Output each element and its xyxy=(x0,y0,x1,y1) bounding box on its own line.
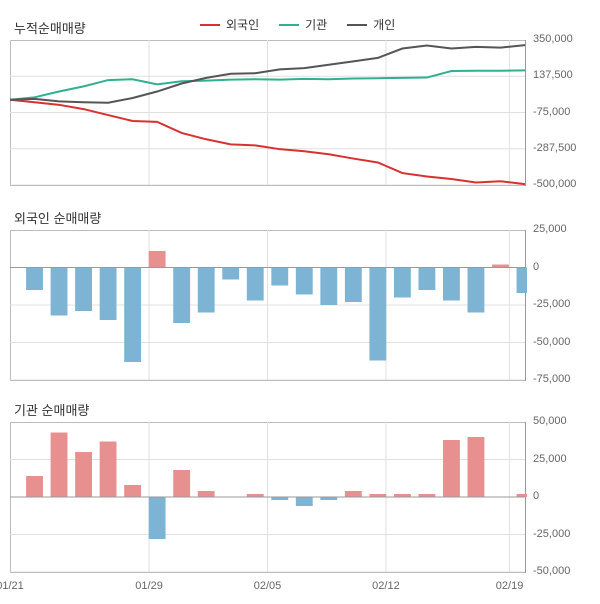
y-tick-label: 350,000 xyxy=(533,33,593,45)
chart2-title: 외국인 순매매량 xyxy=(14,208,101,227)
legend-label-individual: 개인 xyxy=(373,16,395,33)
x-tick-label: 01/21 xyxy=(0,580,30,592)
y-tick-label: 50,000 xyxy=(533,415,593,427)
y-tick-label: 0 xyxy=(533,490,593,502)
y-tick-label: 0 xyxy=(533,261,593,273)
x-tick-label: 02/19 xyxy=(490,580,530,592)
y-tick-label: -50,000 xyxy=(533,565,593,577)
y-tick-label: 25,000 xyxy=(533,453,593,465)
chart3-plot xyxy=(10,422,527,574)
chart3-title: 기관 순매매량 xyxy=(14,400,89,419)
legend-foreign: 외국인 xyxy=(200,16,259,33)
chart2-plot xyxy=(10,230,527,382)
chart1-legend: 외국인 기관 개인 xyxy=(200,16,395,33)
y-tick-label: 25,000 xyxy=(533,223,593,235)
chart-container: 누적순매매량 외국인 기관 개인 350,000 137,500 -75,000 -2… xyxy=(0,0,600,604)
x-tick-label: 02/12 xyxy=(366,580,406,592)
y-tick-label: 137,500 xyxy=(533,69,593,81)
x-tick-label: 02/05 xyxy=(248,580,288,592)
legend-swatch-individual xyxy=(347,24,367,26)
y-tick-label: -25,000 xyxy=(533,298,593,310)
chart1-plot xyxy=(10,40,527,187)
chart1-title: 누적순매매량 xyxy=(14,18,86,37)
legend-individual: 개인 xyxy=(347,16,395,33)
y-tick-label: -287,500 xyxy=(533,142,593,154)
y-tick-label: -50,000 xyxy=(533,336,593,348)
legend-swatch-foreign xyxy=(200,24,220,26)
y-tick-label: -75,000 xyxy=(533,106,593,118)
y-tick-label: -500,000 xyxy=(533,178,593,190)
legend-label-institution: 기관 xyxy=(305,16,327,33)
legend-swatch-institution xyxy=(279,24,299,26)
x-tick-label: 01/29 xyxy=(129,580,169,592)
y-tick-label: -75,000 xyxy=(533,373,593,385)
y-tick-label: -25,000 xyxy=(533,528,593,540)
legend-label-foreign: 외국인 xyxy=(226,16,259,33)
legend-institution: 기관 xyxy=(279,16,327,33)
